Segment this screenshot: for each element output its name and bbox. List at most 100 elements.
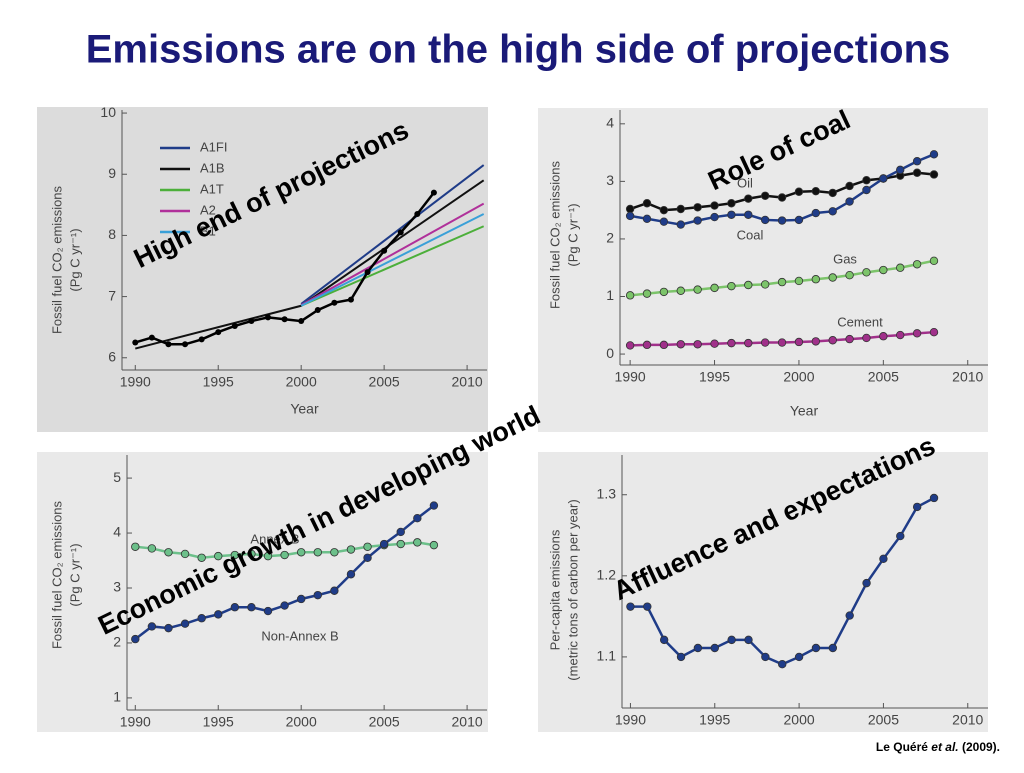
data-point (811, 337, 821, 346)
data-point (331, 299, 338, 306)
data-point (214, 610, 223, 619)
data-point (710, 283, 719, 293)
data-point (929, 150, 939, 159)
data-point (643, 602, 652, 611)
data-point (929, 493, 939, 503)
data-point (642, 214, 652, 223)
data-point (693, 203, 702, 212)
data-point (777, 277, 787, 287)
data-point (230, 550, 240, 560)
legend-label: B1 (200, 223, 216, 238)
data-point (231, 322, 238, 329)
data-point (727, 338, 736, 348)
data-point (828, 207, 837, 216)
data-point (912, 329, 922, 338)
y-tick-label: 1.1 (597, 648, 617, 664)
data-point (744, 210, 753, 219)
data-point (845, 197, 854, 206)
chart-background (37, 452, 488, 732)
chart-background (538, 452, 988, 732)
data-point (811, 643, 821, 653)
x-tick-label: 2010 (452, 374, 483, 390)
legend-label: A2 (200, 202, 216, 217)
data-point (280, 550, 289, 560)
data-point (744, 194, 753, 203)
data-point (265, 314, 271, 321)
data-point (794, 337, 804, 347)
data-point (413, 538, 422, 547)
data-point (879, 265, 888, 275)
data-point (828, 273, 837, 282)
y-axis-label: (Pg C yr⁻¹) (565, 203, 580, 266)
data-point (296, 594, 306, 604)
citation-author: Le Quéré (876, 740, 928, 754)
data-point (845, 271, 854, 280)
data-point (777, 193, 787, 202)
data-point (676, 652, 686, 662)
y-tick-label: 6 (108, 348, 116, 364)
data-point (197, 614, 206, 623)
data-point (727, 199, 736, 208)
data-point (744, 635, 753, 645)
data-point (625, 204, 635, 214)
data-point (296, 548, 306, 557)
data-point (198, 336, 205, 343)
y-axis-label: Fossil fuel CO₂ emissions (547, 160, 562, 309)
data-point (777, 216, 787, 225)
data-point (214, 551, 223, 561)
data-point (215, 329, 222, 336)
data-point (845, 181, 854, 191)
series-line (300, 225, 485, 307)
series-label: Cement (837, 314, 883, 329)
data-point (760, 280, 770, 289)
y-axis-label: Fossil fuel CO₂ emissions (49, 500, 64, 649)
data-point (845, 611, 854, 620)
y-tick-label: 0 (606, 345, 614, 361)
data-point (794, 652, 804, 662)
data-point (794, 215, 804, 225)
x-axis-label: Year (790, 403, 819, 419)
data-point (313, 590, 322, 600)
data-point (811, 275, 821, 284)
data-point (811, 208, 821, 218)
y-tick-label: 10 (100, 104, 116, 120)
legend-label: A1FI (200, 139, 227, 154)
data-point (314, 307, 321, 314)
data-point (929, 170, 939, 179)
y-tick-label: 3 (113, 579, 121, 595)
data-point (164, 623, 173, 633)
data-point (912, 168, 922, 177)
data-point (676, 220, 685, 229)
data-point (760, 215, 770, 225)
y-axis-label: Per-capita emissions (547, 529, 562, 650)
data-point (896, 263, 905, 272)
x-tick-label: 1995 (203, 374, 234, 390)
data-point (879, 554, 888, 563)
data-point (659, 340, 669, 350)
data-point (912, 260, 922, 269)
data-point (828, 188, 837, 198)
chart: 1.1 1.2 1.3 1990 1995 2000 2005 2010 Per-capita … (538, 452, 988, 732)
data-point (397, 229, 404, 236)
chart: 6 7 8 9 10 1990 1995 2000 2005 2010 Year Fossil fue… (37, 104, 488, 432)
data-point (429, 501, 439, 510)
chart-background (37, 107, 488, 432)
data-point (164, 548, 173, 557)
legend-label: A1B (200, 160, 225, 175)
data-point (147, 544, 157, 553)
y-axis-label: (metric tons of carbon per year) (565, 499, 580, 680)
data-point (263, 551, 273, 561)
x-tick-label: 1990 (615, 712, 646, 728)
data-point (912, 157, 922, 166)
data-point (147, 622, 157, 631)
data-point (879, 332, 888, 341)
x-tick-label: 2010 (952, 712, 983, 728)
data-point (347, 296, 354, 303)
data-point (625, 291, 635, 300)
data-point (862, 176, 871, 185)
data-point (626, 602, 635, 611)
data-point (659, 205, 669, 215)
data-point (247, 549, 256, 559)
data-point (761, 652, 770, 662)
